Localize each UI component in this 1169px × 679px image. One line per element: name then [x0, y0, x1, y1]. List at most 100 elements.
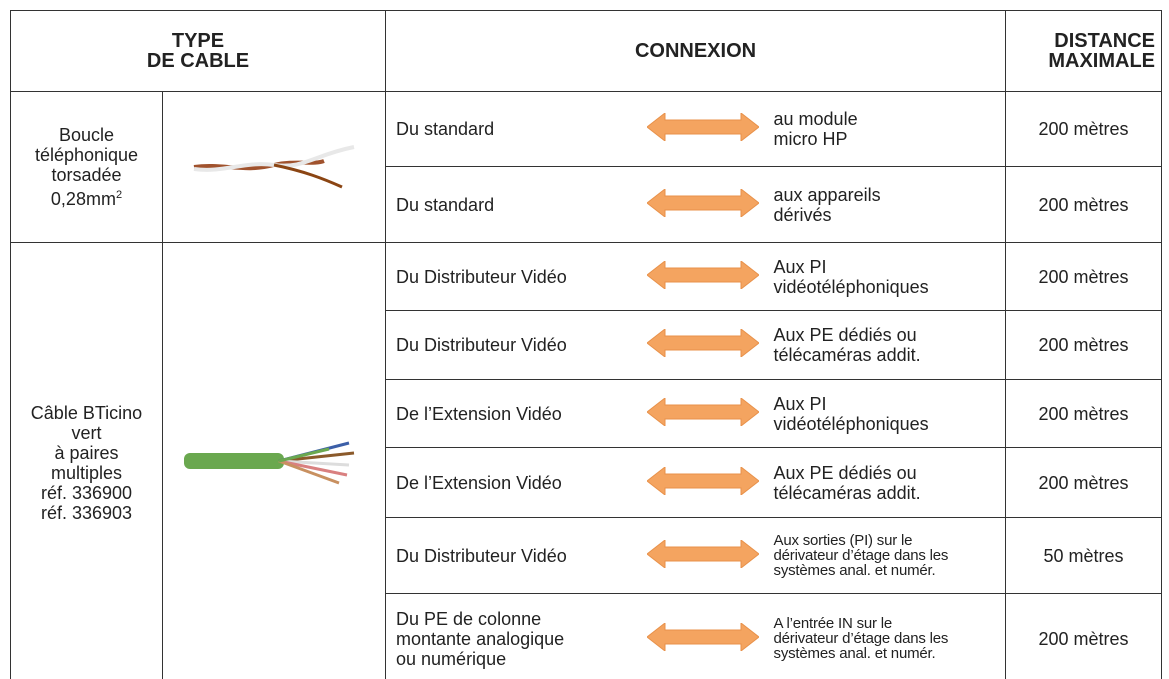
from: Du Distributeur Vidéo: [385, 310, 641, 380]
cable-text: à paires: [54, 443, 119, 463]
to: Aux PI vidéotéléphoniques: [765, 379, 1007, 448]
arrow-cell: [640, 379, 766, 448]
cable-text: réf. 336900: [40, 483, 133, 503]
to-text: Aux PI: [773, 393, 827, 414]
arrow-cell: [640, 447, 766, 518]
to-text: télécaméras addit.: [773, 345, 921, 365]
from-text: Du standard: [396, 119, 495, 139]
to-text: au module: [773, 109, 858, 129]
from: Du Distributeur Vidéo: [385, 517, 641, 594]
cable-text: 0,28mm2: [50, 189, 123, 209]
header-text: TYPE: [171, 30, 225, 52]
row: Du standard aux appareils dérivés 200 mètre…: [11, 166, 1163, 243]
distance: 50 mètres: [1005, 517, 1163, 594]
arrow: [646, 396, 760, 427]
cable-text: multiples: [50, 463, 123, 483]
from-text: Du Distributeur Vidéo: [396, 266, 567, 287]
to: au module micro HP: [765, 91, 1007, 167]
cable-text: réf. 336903: [40, 503, 133, 523]
to-text: systèmes anal. et numér.: [773, 645, 936, 662]
to-text: dérivés: [773, 204, 832, 225]
header-text: DISTANCE: [1054, 30, 1156, 52]
distance: 200 mètres: [1005, 242, 1163, 311]
to: Aux PI vidéotéléphoniques: [765, 242, 1007, 311]
arrow-cell: [640, 310, 766, 380]
superscript: 2: [115, 189, 123, 201]
from-text: De l’Extension Vidéo: [396, 472, 562, 493]
cable-text: Câble BTicino: [30, 403, 143, 423]
from: De l’Extension Vidéo: [385, 379, 641, 448]
row: De l’Extension Vidéo Aux PE dédiés ou télé…: [11, 447, 1163, 518]
from: Du PE de colonne montante analogique ou nu…: [385, 593, 641, 679]
to-text: Aux PE dédiés ou: [773, 462, 917, 483]
cable-text: torsadée: [51, 165, 122, 185]
from: Du standard: [385, 91, 641, 167]
from-text: De l’Extension Vidéo: [396, 403, 562, 424]
row: Boucle téléphonique torsadée 0,28mm2 Du stan…: [10, 91, 1163, 243]
cable-text: Boucle: [58, 125, 115, 145]
cable-table: TYPE DE CABLE CONNEXION DISTANCE MAXIMALE …: [9, 10, 1163, 679]
to-text: Aux sorties (PI) sur le: [773, 532, 913, 549]
arrow-cell: [640, 593, 766, 679]
cable-text: vert: [71, 423, 102, 443]
header-text: CONNEXION: [634, 40, 757, 62]
arrow: [646, 187, 760, 218]
row: Du Distributeur Vidéo Aux PE dédiés ou tél…: [11, 310, 1163, 380]
arrow: [646, 111, 760, 143]
to: A l’entrée IN sur le dérivateur d’étage d…: [765, 593, 1007, 679]
arrow-cell: [640, 166, 766, 243]
header-text: DE CABLE: [146, 50, 250, 72]
cable-image: [184, 441, 355, 485]
arrow-cell: [640, 242, 766, 311]
from-text: Du PE de colonne: [396, 608, 542, 629]
row: Câble BTicino vert à paires multiples réf. 3…: [10, 242, 1163, 679]
from: Du Distributeur Vidéo: [385, 242, 641, 311]
to-text: vidéotéléphoniques: [773, 413, 929, 434]
to: Aux PE dédiés ou télécaméras addit.: [765, 447, 1007, 518]
to-text: vidéotéléphoniques: [773, 276, 929, 297]
to-text: aux appareils: [773, 184, 881, 205]
from-text: Du standard: [396, 194, 495, 215]
arrow-cell: [640, 517, 766, 594]
to-text: A l’entrée IN sur le: [773, 615, 893, 632]
distance: 200 mètres: [1005, 166, 1163, 243]
header-connexion: CONNEXION: [385, 10, 1007, 92]
header-distance: DISTANCE MAXIMALE: [1005, 10, 1163, 92]
row: De l’Extension Vidéo Aux PI vidéotéléphoni…: [11, 379, 1163, 448]
from-text: montante analogique: [396, 628, 565, 649]
to: aux appareils dérivés: [765, 166, 1007, 243]
cable-image-cell: [161, 91, 387, 243]
from: Du standard: [385, 166, 641, 243]
distance: 200 mètres: [1005, 447, 1163, 518]
to-text: Aux PI: [773, 256, 827, 277]
to: Aux sorties (PI) sur le dérivateur d’étag…: [765, 517, 1007, 594]
arrow: [646, 465, 760, 496]
from-text: ou numérique: [396, 648, 507, 669]
to: Aux PE dédiés ou télécaméras addit.: [765, 310, 1007, 380]
to-text: dérivateur d’étage dans les: [773, 547, 949, 564]
row: Du PE de colonne montante analogique ou nu…: [11, 593, 1163, 679]
cable-label: Boucle téléphonique torsadée 0,28mm2: [10, 91, 163, 243]
cable-text: téléphonique: [34, 145, 139, 165]
cable-label: Câble BTicino vert à paires multiples réf. 3…: [10, 242, 163, 679]
to-text: systèmes anal. et numér.: [773, 562, 936, 579]
distance: 200 mètres: [1005, 593, 1163, 679]
header-text: MAXIMALE: [1048, 50, 1156, 72]
arrow-cell: [640, 91, 766, 167]
from: De l’Extension Vidéo: [385, 447, 641, 518]
from-text: Du Distributeur Vidéo: [396, 335, 567, 355]
arrow: [646, 538, 760, 569]
distance: 200 mètres: [1005, 310, 1163, 380]
arrow: [646, 327, 760, 359]
distance: 200 mètres: [1005, 91, 1163, 167]
distance: 200 mètres: [1005, 379, 1163, 448]
to-text: télécaméras addit.: [773, 482, 921, 503]
cable-image: [193, 145, 355, 189]
to-text: dérivateur d’étage dans les: [773, 630, 949, 647]
arrow: [646, 259, 760, 290]
arrow: [646, 621, 760, 652]
header-type: TYPE DE CABLE: [9, 10, 387, 92]
cable-image-cell: [161, 242, 387, 679]
to-text: micro HP: [773, 129, 848, 149]
